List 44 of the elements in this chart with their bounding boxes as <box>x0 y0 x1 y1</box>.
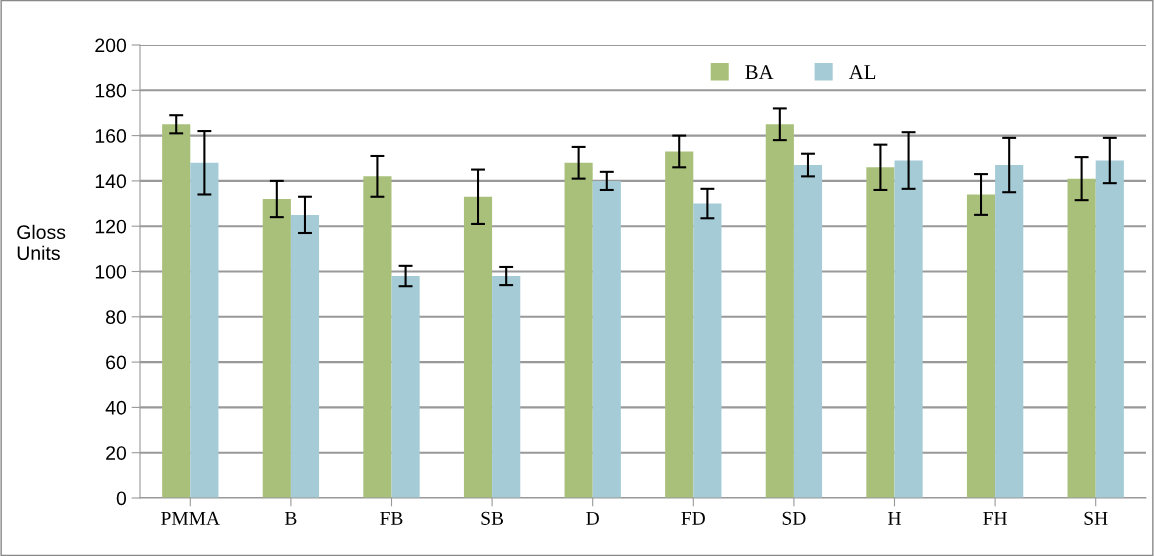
bar <box>1095 160 1124 498</box>
x-tick-label: SH <box>1084 511 1108 525</box>
bar <box>894 160 923 498</box>
y-tick-label: 180 <box>95 83 127 98</box>
x-tick-label: SB <box>481 511 504 525</box>
bar <box>665 151 694 498</box>
y-tick-label: 140 <box>95 174 127 189</box>
bar <box>866 167 895 498</box>
bar <box>290 214 320 498</box>
y-tick-label: 200 <box>95 38 127 53</box>
legend-label: BA <box>745 65 774 80</box>
x-tick-label: FD <box>681 511 705 525</box>
bar <box>1067 178 1096 498</box>
bar <box>995 165 1024 498</box>
bar <box>463 196 493 498</box>
bar <box>564 162 593 498</box>
y-tick-label: 60 <box>106 355 127 370</box>
bar <box>363 176 392 498</box>
x-tick-label: FH <box>983 511 1007 525</box>
y-tick-label: 20 <box>106 446 127 460</box>
bar <box>592 180 621 498</box>
y-tick-label: 0 <box>116 491 127 506</box>
bar <box>492 276 521 498</box>
bar <box>262 199 291 498</box>
x-tick-label: FB <box>380 511 403 525</box>
bar <box>693 203 722 498</box>
bar <box>190 162 219 498</box>
y-tick-label: 120 <box>95 219 127 234</box>
bar <box>162 124 191 498</box>
x-tick-label: D <box>586 511 599 525</box>
bar <box>391 276 420 498</box>
x-tick-label: B <box>284 511 297 525</box>
y-tick-label: 80 <box>106 310 127 325</box>
x-tick-label: H <box>888 511 901 525</box>
bar <box>765 124 794 498</box>
legend-label: AL <box>848 65 876 79</box>
bar <box>793 165 823 498</box>
y-tick-label: 100 <box>95 264 127 279</box>
x-tick-label: PMMA <box>161 511 220 525</box>
y-tick-label: 160 <box>95 129 127 143</box>
y-tick-label: 40 <box>105 400 127 415</box>
x-tick-label: SD <box>782 511 806 525</box>
y-axis-title: Gloss Units <box>17 224 66 261</box>
bar <box>966 194 996 498</box>
